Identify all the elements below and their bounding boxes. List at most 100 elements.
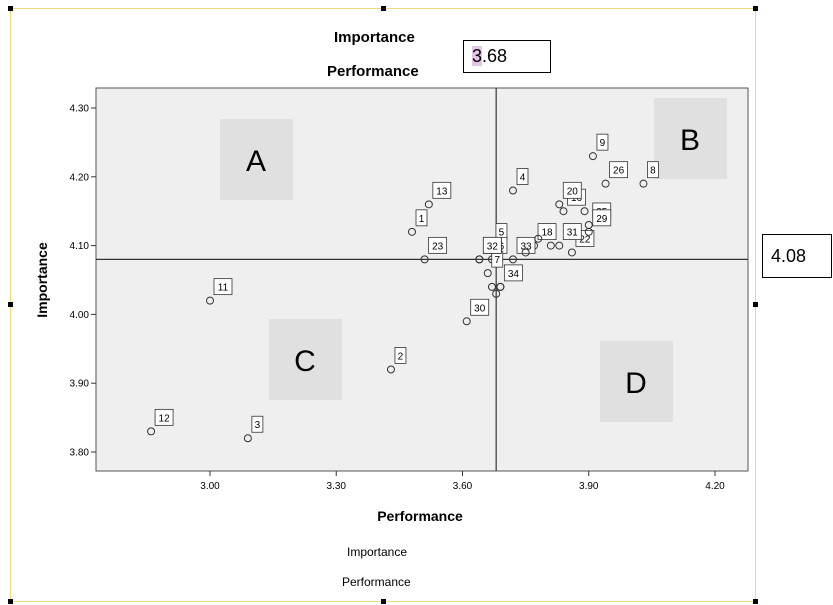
data-point [487, 282, 496, 291]
quadrant-d-label: D [625, 367, 647, 400]
data-point-20 [555, 200, 564, 209]
resize-handle-bottom-left[interactable] [8, 599, 13, 604]
x-tick-label: 3.30 [327, 481, 347, 492]
x-tick-label: 4.20 [705, 481, 725, 492]
data-point-1 [408, 227, 416, 236]
data-point-2 [386, 365, 395, 374]
data-label: 9 [600, 138, 606, 149]
y-tick-label: 4.20 [70, 172, 90, 183]
y-tick-label: 3.90 [70, 379, 90, 390]
data-point [492, 289, 501, 298]
data-label-box [503, 264, 523, 282]
data-point [580, 207, 589, 216]
data-label: 7 [494, 255, 500, 266]
data-point [521, 248, 530, 257]
y-tick-label: 4.00 [70, 310, 90, 321]
resize-handle-top-right[interactable] [753, 6, 758, 11]
data-label: 5 [499, 228, 505, 239]
resize-handle-bottom-middle[interactable] [381, 599, 386, 604]
data-point-11 [206, 296, 214, 305]
y-axis-title: Importance [34, 242, 50, 318]
data-label: 22 [579, 234, 591, 245]
data-label-box [432, 181, 452, 199]
quadrant-c-box [269, 319, 342, 400]
data-label: 11 [218, 283, 229, 294]
data-label: 20 [567, 186, 579, 197]
quadrant-a-box [220, 119, 293, 200]
x-tick-label: 3.90 [579, 481, 599, 492]
data-label: 31 [567, 228, 579, 239]
data-label-box [428, 236, 448, 254]
x-tick-label: 3.60 [453, 481, 473, 492]
x-mean-box: 3.68 [463, 40, 551, 73]
data-point-9 [588, 152, 597, 161]
data-point-7 [483, 269, 492, 278]
resize-handle-bottom-right[interactable] [753, 599, 758, 604]
data-label: 18 [541, 228, 553, 239]
y-tick-label: 4.30 [70, 104, 90, 115]
data-label-box [470, 298, 490, 316]
chart-title-line2: Performance [327, 63, 419, 80]
x-mean-highlight: 3 [472, 46, 483, 66]
data-label: 30 [474, 303, 486, 314]
data-label-box [516, 168, 529, 185]
footer-line1: Importance [347, 545, 408, 559]
data-point-32 [475, 255, 484, 264]
data-label-box [609, 161, 628, 179]
chart-title-line1: Importance [334, 29, 415, 46]
resize-handle-top-left[interactable] [8, 6, 13, 11]
data-label-box [537, 223, 557, 241]
y-tick-label: 4.10 [70, 241, 90, 252]
data-label-box [562, 181, 582, 199]
data-label-box [596, 133, 609, 151]
resize-handle-middle-right[interactable] [753, 302, 758, 307]
y-mean-value: 4.08 [771, 246, 807, 266]
data-label-box [516, 236, 536, 254]
data-label: 4 [520, 173, 526, 184]
data-point-12 [147, 427, 156, 436]
data-point-30 [462, 317, 471, 326]
data-label: 34 [508, 269, 520, 280]
data-point-4 [509, 186, 517, 195]
x-tick-label: 3.00 [200, 481, 220, 492]
data-label: 3 [255, 420, 261, 431]
x-mean-rest: .68 [482, 46, 508, 66]
data-label-box [154, 408, 174, 426]
data-label: 12 [159, 413, 171, 424]
resize-handle-middle-left[interactable] [8, 302, 13, 307]
data-label-box [213, 278, 233, 296]
quadrant-a-label: A [246, 145, 266, 178]
data-point-3 [243, 434, 252, 443]
data-label-box [647, 161, 659, 179]
data-label: 29 [596, 214, 608, 225]
data-point-33 [509, 255, 517, 264]
data-label-box [394, 347, 407, 364]
data-label: 33 [520, 241, 532, 252]
quadrant-d-box [600, 341, 673, 422]
data-label: 1 [419, 214, 425, 225]
x-axis-title: Performance [377, 508, 463, 524]
y-tick-label: 3.80 [70, 448, 90, 459]
resize-handle-top-middle[interactable] [381, 6, 386, 11]
data-label-box [562, 223, 582, 241]
data-point-13 [424, 200, 433, 209]
quadrant-c-label: C [294, 345, 316, 378]
data-label: 8 [650, 166, 656, 177]
quadrant-b-label: B [680, 124, 700, 157]
data-label: 23 [432, 241, 444, 252]
y-mean-box: 4.08 [762, 234, 832, 278]
data-label: 13 [436, 186, 448, 197]
data-point-22 [567, 248, 576, 257]
data-label-box [251, 415, 264, 433]
data-point-26 [601, 179, 610, 188]
data-label-box [415, 209, 428, 227]
data-point [534, 234, 543, 243]
data-point [546, 241, 555, 250]
data-point [496, 282, 505, 291]
footer-line2: Performance [342, 575, 411, 589]
data-label: 26 [613, 166, 625, 177]
data-point-8 [639, 179, 648, 188]
data-point-31 [555, 241, 564, 250]
data-label: 32 [487, 241, 499, 252]
